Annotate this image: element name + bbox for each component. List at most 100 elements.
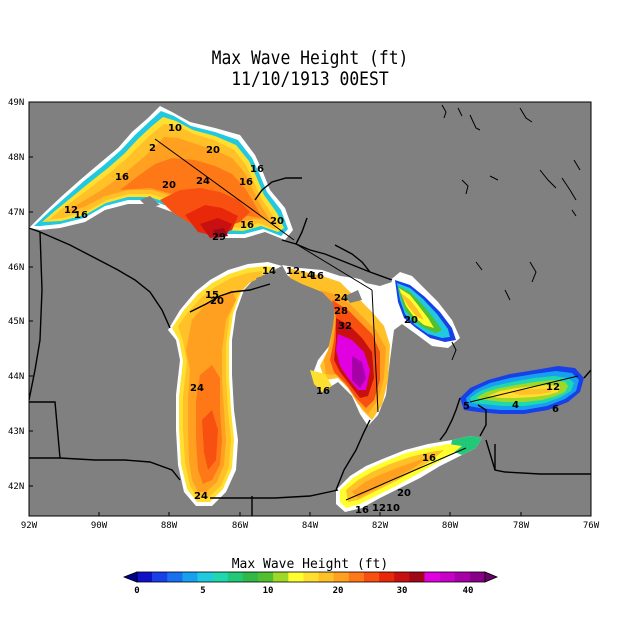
colorbar-tick-label: 20: [333, 586, 344, 596]
colorbar-title: Max Wave Height (ft): [232, 557, 389, 572]
lon-label: 82W: [372, 521, 389, 531]
contour-label: 16: [74, 210, 88, 221]
lake-michigan: [168, 262, 282, 506]
map-timestamp: 11/10/1913 00EST: [231, 68, 389, 90]
contour-label: 20: [270, 216, 284, 227]
lon-label: 78W: [513, 521, 530, 531]
contour-label: 32: [338, 321, 352, 332]
colorbar-max-arrow: [484, 571, 499, 583]
island: [256, 275, 268, 287]
contour-label: 5: [463, 401, 470, 412]
contour-label: 16: [310, 271, 324, 282]
colorbar-cell: [137, 572, 153, 582]
island: [148, 360, 157, 380]
lon-label: 86W: [232, 521, 249, 531]
colorbar-cell: [182, 572, 198, 582]
colorbar-cell: [379, 572, 395, 582]
lat-label: 46N: [8, 263, 24, 273]
contour-label: 14: [262, 266, 276, 277]
contour-label: 16: [239, 177, 253, 188]
colorbar-cell: [152, 572, 168, 582]
lake-huron: [282, 243, 460, 426]
colorbar-tick-label: 10: [263, 586, 274, 596]
colorbar-cells: [136, 571, 486, 583]
colorbar-cell: [394, 572, 410, 582]
colorbar-cell: [409, 572, 425, 582]
contour-labels: 10 2 20 16 16 20 24 16 20 12 16 29 16 12…: [64, 123, 560, 516]
lon-label: 76W: [583, 521, 600, 531]
colorbar-cell: [197, 572, 213, 582]
contour-label: 24: [334, 293, 348, 304]
colorbar-cell: [227, 572, 244, 582]
contour-label: 24: [196, 176, 210, 187]
lat-label: 48N: [8, 153, 24, 163]
lake-erie: [336, 436, 482, 512]
contour-label: 16: [316, 386, 330, 397]
contour-label: 16: [250, 164, 264, 175]
contour-label: 2: [149, 143, 156, 154]
contour-label: 6: [552, 404, 559, 415]
lat-label: 42N: [8, 482, 24, 492]
contour-label: 12: [372, 503, 386, 514]
contour-label: 4: [512, 400, 519, 411]
contour-label: 12: [64, 205, 78, 216]
colorbar-cell: [167, 572, 183, 582]
lon-label: 84W: [302, 521, 319, 531]
colorbar-cell: [318, 572, 334, 582]
contour-label: 24: [190, 383, 204, 394]
colorbar-cell: [242, 572, 259, 582]
lon-label: 90W: [91, 521, 108, 531]
lon-label: 88W: [161, 521, 178, 531]
colorbar: Max Wave Height (ft) 0 5 10 20 30 40: [122, 557, 499, 596]
political-boundaries: [29, 177, 591, 516]
lake-ontario: [460, 366, 584, 414]
contour-label: 24: [194, 491, 208, 502]
contour-label: 16: [422, 453, 436, 464]
colorbar-cell: [348, 572, 365, 582]
lat-label: 43N: [8, 427, 24, 437]
colorbar-cell: [273, 572, 289, 582]
island: [356, 270, 392, 286]
lat-label: 44N: [8, 372, 24, 382]
colorbar-cell: [303, 572, 319, 582]
colorbar-tick-label: 5: [200, 586, 205, 596]
lake-superior: [29, 106, 295, 241]
contour-label: 10: [168, 123, 182, 134]
colorbar-tick-label: 40: [463, 586, 474, 596]
contour-label: 12: [546, 382, 560, 393]
contour-label: 20: [210, 296, 224, 307]
colorbar-cell: [439, 572, 456, 582]
island: [345, 290, 362, 303]
colorbar-tick-label: 30: [397, 586, 408, 596]
contour-label: 15: [205, 290, 219, 301]
contour-label: 16: [240, 220, 254, 231]
colorbar-cell: [424, 572, 440, 582]
colorbar-tick-label: 0: [134, 586, 139, 596]
contour-label: 20: [404, 315, 418, 326]
contour-label: 28: [334, 306, 348, 317]
lat-label: 49N: [8, 98, 24, 108]
inland-water: [441, 104, 581, 361]
lat-label: 45N: [8, 317, 24, 327]
longitude-axis: 92W 90W 88W 86W 84W 82W 80W 78W 76W: [21, 512, 600, 531]
colorbar-cell: [454, 572, 471, 582]
contour-label: 20: [397, 488, 411, 499]
colorbar-cell: [469, 572, 486, 582]
colorbar-cell: [363, 572, 380, 582]
contour-label: 14: [300, 270, 314, 281]
contour-label: 20: [206, 145, 220, 156]
colorbar-cell: [288, 572, 304, 582]
contour-label: 29: [212, 232, 226, 243]
colorbar-cell: [212, 572, 229, 582]
colorbar-cell: [258, 572, 274, 582]
contour-label: 10: [386, 503, 400, 514]
lat-label: 47N: [8, 208, 24, 218]
contour-label: 12: [286, 266, 300, 277]
lon-label: 92W: [21, 521, 38, 531]
latitude-axis: 49N 48N 47N 46N 45N 44N 43N 42N: [8, 98, 33, 492]
lon-label: 80W: [442, 521, 459, 531]
contour-label: 20: [162, 180, 176, 191]
map-title: Max Wave Height (ft): [211, 47, 409, 69]
contour-label: 16: [355, 505, 369, 516]
